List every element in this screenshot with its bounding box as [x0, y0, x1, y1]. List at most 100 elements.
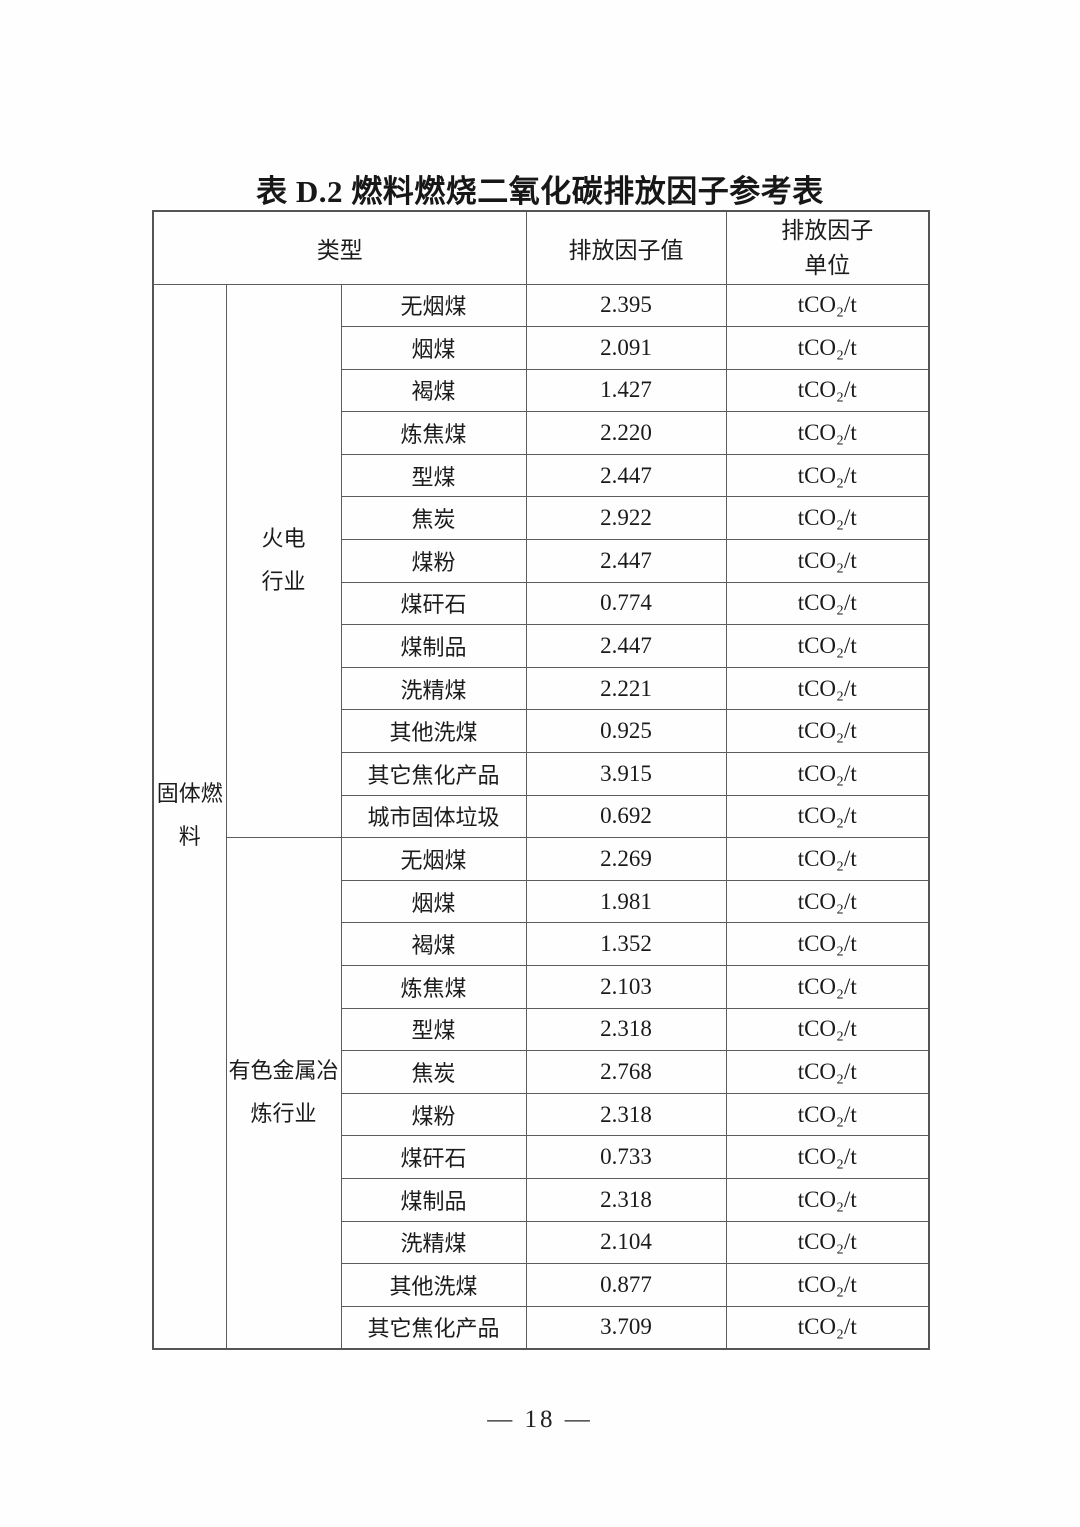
page-number: — 18 — — [487, 1406, 593, 1433]
factor-value-cell: 2.220 — [525, 411, 727, 455]
fuel-category-cell: 固体燃 料 — [152, 283, 227, 1350]
table-row: 洗精煤 2.104 tCO₂/t — [153, 1220, 930, 1265]
fuel-name-cell: 型煤 — [340, 1007, 527, 1052]
fuel-name-cell: 焦炭 — [340, 496, 527, 541]
factor-unit-cell: tCO₂/t — [725, 666, 930, 711]
factor-value-cell: 0.925 — [525, 709, 727, 754]
factor-value-cell: 2.091 — [525, 326, 727, 370]
table-row: 固体燃 料火电 行业 无烟煤 2.395 tCO₂/t — [152, 283, 930, 1350]
table-row: 烟煤 2.091 tCO₂/t — [153, 326, 930, 370]
factor-unit-cell: tCO₂/t — [725, 1135, 930, 1179]
factor-value-cell: 2.318 — [525, 1177, 727, 1222]
fuel-name-cell: 煤矸石 — [340, 581, 527, 626]
factor-value-cell: 0.877 — [525, 1263, 727, 1307]
factor-unit-cell: tCO₂/t — [725, 1263, 930, 1307]
factor-unit-cell: tCO₂/t — [725, 1177, 930, 1222]
emission-factors-table: 类型 排放因子值 排放因子 单位 固体燃 料火电 行业 无烟煤 2.395 tCO₂/… — [152, 210, 931, 1350]
fuel-name-cell: 炼焦煤 — [340, 965, 527, 1009]
factor-value-cell: 2.768 — [525, 1050, 727, 1094]
table-header: 类型 排放因子值 排放因子 单位 — [152, 210, 930, 285]
fuel-name-cell: 烟煤 — [340, 326, 527, 370]
header-row: 类型 排放因子值 排放因子 单位 — [152, 210, 930, 285]
table-row: 其它焦化产品 3.915 tCO₂/t — [153, 752, 930, 796]
fuel-name-cell: 褐煤 — [340, 368, 527, 413]
factor-value-cell: 1.981 — [525, 879, 727, 924]
industry-cell: 有色金属冶 炼行业 — [225, 837, 342, 1350]
table-row: 煤制品 2.318 tCO₂/t — [153, 1177, 930, 1222]
fuel-name-cell: 褐煤 — [340, 922, 527, 966]
table-row: 型煤 2.447 tCO₂/t — [153, 453, 930, 498]
factor-unit-cell: tCO₂/t — [725, 411, 930, 455]
header-factor-value: 排放因子值 — [525, 210, 727, 285]
table-row: 煤矸石 0.774 tCO₂/t — [153, 581, 930, 626]
factor-unit-cell: tCO₂/t — [725, 794, 930, 839]
factor-unit-cell: tCO₂/t — [725, 326, 930, 370]
table-row: 煤制品 2.447 tCO₂/t — [153, 624, 930, 668]
table-row: 褐煤 1.352 tCO₂/t — [153, 922, 930, 966]
fuel-name-cell: 洗精煤 — [340, 1220, 527, 1265]
industry-cell: 火电 行业 — [225, 283, 342, 839]
table-row: 其它焦化产品 3.709 tCO₂/t — [153, 1305, 930, 1350]
factor-value-cell: 2.103 — [525, 965, 727, 1009]
factor-value-cell: 2.447 — [525, 453, 727, 498]
factor-value-cell: 3.709 — [525, 1305, 727, 1350]
factor-unit-cell: tCO₂/t — [725, 539, 930, 583]
factor-unit-cell: tCO₂/t — [725, 496, 930, 541]
table-row: 煤粉 2.447 tCO₂/t — [153, 539, 930, 583]
factor-unit-cell: tCO₂/t — [725, 922, 930, 966]
fuel-name-cell: 煤制品 — [340, 1177, 527, 1222]
factor-value-cell: 2.447 — [525, 624, 727, 668]
factor-value-cell: 0.733 — [525, 1135, 727, 1179]
factor-value-cell: 1.352 — [525, 922, 727, 966]
table-row: 煤粉 2.318 tCO₂/t — [153, 1092, 930, 1137]
factor-unit-cell: tCO₂/t — [725, 965, 930, 1009]
factor-value-cell: 2.318 — [525, 1092, 727, 1137]
factor-value-cell: 2.922 — [525, 496, 727, 541]
table-row: 炼焦煤 2.103 tCO₂/t — [153, 965, 930, 1009]
factor-value-cell: 1.427 — [525, 368, 727, 413]
factor-value-cell: 2.318 — [525, 1007, 727, 1052]
fuel-name-cell: 型煤 — [340, 453, 527, 498]
factor-unit-cell: tCO₂/t — [725, 368, 930, 413]
factor-value-cell: 2.269 — [525, 837, 727, 881]
fuel-name-cell: 烟煤 — [340, 879, 527, 924]
factor-unit-cell: tCO₂/t — [725, 709, 930, 754]
factor-value-cell: 0.692 — [525, 794, 727, 839]
fuel-name-cell: 无烟煤 — [340, 283, 527, 328]
table-row: 城市固体垃圾 0.692 tCO₂/t — [153, 794, 930, 839]
factor-value-cell: 2.221 — [525, 666, 727, 711]
factor-unit-cell: tCO₂/t — [725, 1050, 930, 1094]
factor-value-cell: 3.915 — [525, 752, 727, 796]
factor-value-cell: 0.774 — [525, 581, 727, 626]
table-row: 洗精煤 2.221 tCO₂/t — [153, 666, 930, 711]
factor-unit-cell: tCO₂/t — [725, 879, 930, 924]
fuel-name-cell: 无烟煤 — [340, 837, 527, 881]
fuel-name-cell: 其他洗煤 — [340, 709, 527, 754]
table-row: 煤矸石 0.733 tCO₂/t — [153, 1135, 930, 1179]
factor-unit-cell: tCO₂/t — [725, 752, 930, 796]
factor-value-cell: 2.104 — [525, 1220, 727, 1265]
factor-unit-cell: tCO₂/t — [725, 624, 930, 668]
table-row: 其他洗煤 0.877 tCO₂/t — [153, 1263, 930, 1307]
fuel-name-cell: 城市固体垃圾 — [340, 794, 527, 839]
fuel-name-cell: 煤矸石 — [340, 1135, 527, 1179]
factor-unit-cell: tCO₂/t — [725, 1305, 930, 1350]
factor-value-cell: 2.447 — [525, 539, 727, 583]
fuel-name-cell: 煤粉 — [340, 1092, 527, 1137]
fuel-name-cell: 炼焦煤 — [340, 411, 527, 455]
fuel-name-cell: 其他洗煤 — [340, 1263, 527, 1307]
fuel-name-cell: 煤粉 — [340, 539, 527, 583]
factor-value-cell: 2.395 — [525, 283, 727, 328]
factor-unit-cell: tCO₂/t — [725, 1220, 930, 1265]
header-type: 类型 — [152, 210, 527, 285]
fuel-name-cell: 焦炭 — [340, 1050, 527, 1094]
factor-unit-cell: tCO₂/t — [725, 837, 930, 881]
table-row: 焦炭 2.922 tCO₂/t — [153, 496, 930, 541]
header-factor-unit: 排放因子 单位 — [725, 210, 930, 285]
table-row: 有色金属冶 炼行业 无烟煤 2.269 tCO₂/t — [153, 837, 930, 1350]
table-title: 表 D.2 燃料燃烧二氧化碳排放因子参考表 — [256, 174, 824, 209]
fuel-name-cell: 其它焦化产品 — [340, 752, 527, 796]
fuel-name-cell: 其它焦化产品 — [340, 1305, 527, 1350]
fuel-name-cell: 洗精煤 — [340, 666, 527, 711]
